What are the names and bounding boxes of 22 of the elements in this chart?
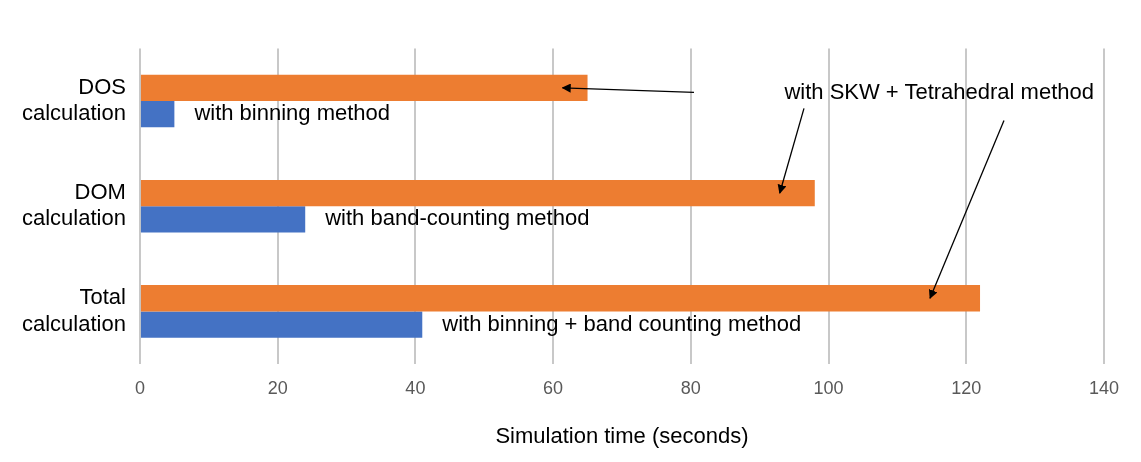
x-tick-label: 140 (1088, 377, 1120, 398)
annotation: with binning + band counting method (441, 310, 802, 336)
y-tick-label: DOM calculation (22, 179, 126, 231)
x-tick-label: 20 (267, 377, 288, 398)
bar (140, 74, 588, 101)
y-tick-label: Total calculation (22, 284, 126, 336)
y-tick-label: DOS calculation (22, 73, 126, 126)
x-tick-label: 60 (543, 377, 564, 398)
bar (140, 101, 175, 128)
x-tick-label: 120 (951, 377, 982, 398)
bar (140, 311, 423, 338)
x-tick-label: 100 (813, 377, 844, 398)
annotation: with band-counting method (324, 205, 590, 231)
x-tick-label: 0 (134, 377, 145, 398)
bar (140, 285, 981, 312)
bar (140, 206, 306, 233)
x-tick-label: 40 (405, 377, 426, 398)
x-tick-label: 80 (680, 377, 701, 398)
annotation: with binning method (193, 100, 391, 126)
bar (140, 179, 815, 207)
x-axis-title: Simulation time (seconds) (495, 422, 749, 448)
annotation: with SKW + Tetrahedral method (783, 79, 1094, 105)
